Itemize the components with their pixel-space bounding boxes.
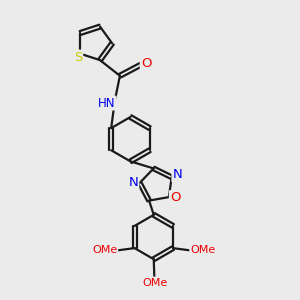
- Text: OMe: OMe: [92, 245, 117, 255]
- Text: O: O: [141, 57, 151, 70]
- Text: OMe: OMe: [142, 278, 167, 287]
- Text: N: N: [172, 169, 182, 182]
- Text: N: N: [129, 176, 138, 189]
- Text: S: S: [74, 51, 82, 64]
- Text: OMe: OMe: [190, 245, 215, 255]
- Text: O: O: [170, 191, 180, 204]
- Text: HN: HN: [98, 97, 116, 110]
